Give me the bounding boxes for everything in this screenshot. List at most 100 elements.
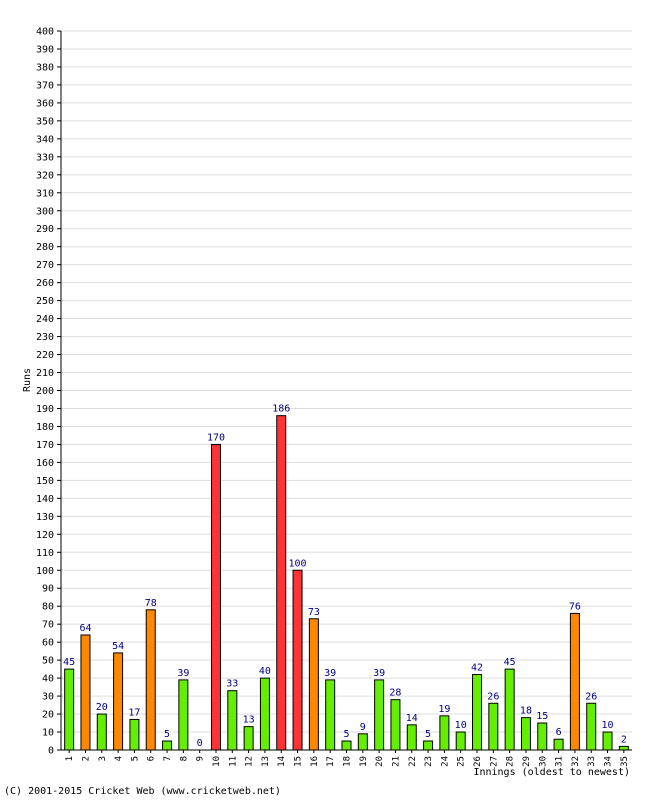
y-tick-label: 330: [36, 152, 54, 163]
y-tick-label: 10: [42, 728, 54, 739]
y-tick-label: 270: [36, 260, 54, 271]
bar: [178, 679, 189, 751]
bar: [308, 618, 319, 751]
x-tick-label: 1: [65, 756, 75, 761]
bar: [243, 726, 254, 751]
value-label: 40: [259, 666, 271, 677]
y-tick-label: 60: [42, 638, 54, 649]
x-tick-label: 19: [359, 756, 369, 767]
value-label: 10: [455, 720, 467, 731]
value-label: 9: [360, 722, 366, 733]
x-axis-ticks: 1 2 3 4 5 6 7 8 9 10 11 12 13 14 15 16 17 18 19 20 21 22 23 24 2…: [65, 750, 630, 767]
value-label: 5: [425, 729, 431, 740]
x-tick-label: 33: [587, 756, 597, 767]
value-labels: 4564205417785390170331340186100733959392…: [63, 404, 627, 749]
x-tick-label: 26: [473, 756, 483, 767]
y-tick-label: 160: [36, 458, 54, 469]
y-tick-label: 210: [36, 368, 54, 379]
value-label: 13: [243, 715, 255, 726]
y-tick-label: 140: [36, 494, 54, 505]
bar: [537, 722, 548, 751]
bar: [455, 731, 466, 751]
bar: [276, 415, 287, 751]
value-label: 33: [226, 679, 238, 690]
y-tick-label: 30: [42, 692, 54, 703]
x-tick-label: 35: [620, 756, 630, 767]
value-label: 170: [207, 432, 225, 443]
x-tick-label: 21: [391, 756, 401, 767]
y-tick-label: 380: [36, 62, 54, 73]
x-tick-label: 8: [179, 756, 189, 761]
x-tick-label: 13: [261, 756, 271, 767]
x-tick-label: 20: [375, 756, 385, 767]
y-tick-label: 350: [36, 116, 54, 127]
bar: [374, 679, 385, 751]
value-label: 42: [471, 663, 483, 674]
value-label: 0: [197, 738, 203, 749]
y-tick-label: 300: [36, 206, 54, 217]
value-label: 45: [63, 657, 75, 668]
x-tick-label: 32: [571, 756, 581, 767]
y-tick-label: 360: [36, 98, 54, 109]
y-tick-label: 180: [36, 422, 54, 433]
x-tick-label: 5: [130, 756, 140, 761]
value-label: 2: [621, 734, 627, 745]
x-tick-label: 25: [457, 756, 467, 767]
x-tick-label: 23: [424, 756, 434, 767]
value-label: 19: [438, 704, 450, 715]
bar: [586, 702, 597, 751]
value-label: 17: [128, 707, 140, 718]
y-tick-label: 20: [42, 710, 54, 721]
y-tick-label: 260: [36, 278, 54, 289]
y-tick-label: 200: [36, 386, 54, 397]
x-tick-label: 30: [538, 756, 548, 767]
x-tick-label: 18: [343, 756, 353, 767]
bar: [292, 569, 303, 751]
x-tick-label: 12: [245, 756, 255, 767]
y-axis-label: Runs: [22, 367, 33, 392]
value-label: 10: [602, 720, 614, 731]
value-label: 78: [145, 598, 157, 609]
grid-lines: [61, 30, 632, 751]
value-label: 76: [569, 601, 581, 612]
y-tick-label: 90: [42, 584, 54, 595]
y-tick-label: 0: [48, 746, 54, 757]
y-tick-label: 400: [36, 27, 54, 38]
x-tick-label: 3: [98, 756, 108, 761]
x-tick-label: 7: [163, 756, 173, 761]
bar: [357, 733, 368, 751]
y-tick-label: 150: [36, 476, 54, 487]
bar: [406, 724, 417, 751]
bar: [553, 738, 564, 751]
y-tick-label: 340: [36, 134, 54, 145]
x-tick-label: 34: [604, 756, 614, 767]
y-tick-label: 50: [42, 656, 54, 667]
bar: [569, 612, 580, 751]
bar: [145, 609, 156, 751]
value-label: 64: [79, 623, 91, 634]
bar: [618, 745, 629, 751]
copyright-footer: (C) 2001-2015 Cricket Web (www.cricketwe…: [4, 786, 281, 797]
bar: [113, 652, 124, 751]
value-label: 20: [96, 702, 108, 713]
value-label: 54: [112, 641, 124, 652]
y-tick-label: 320: [36, 170, 54, 181]
x-tick-label: 29: [522, 756, 532, 767]
bar: [520, 717, 531, 751]
value-label: 45: [504, 657, 516, 668]
x-tick-label: 11: [228, 756, 238, 767]
y-tick-label: 40: [42, 674, 54, 685]
value-label: 5: [164, 729, 170, 740]
value-label: 39: [324, 668, 336, 679]
bar: [96, 713, 107, 751]
bar: [341, 740, 352, 751]
bar: [488, 702, 499, 751]
value-label: 26: [585, 691, 597, 702]
value-label: 39: [373, 668, 385, 679]
value-label: 26: [487, 691, 499, 702]
x-tick-label: 6: [147, 756, 157, 761]
value-label: 186: [272, 404, 290, 415]
y-tick-label: 170: [36, 440, 54, 451]
bar: [390, 699, 401, 751]
